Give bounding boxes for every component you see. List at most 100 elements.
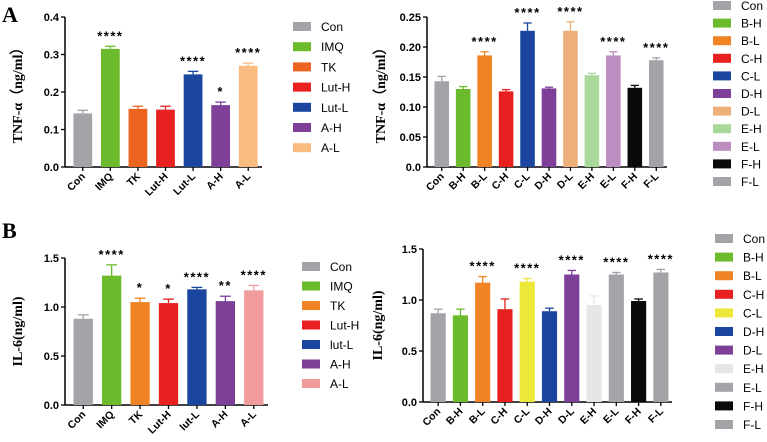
- bar-lut-h: [158, 303, 179, 405]
- x-tick-label: B-H: [447, 171, 469, 193]
- x-tick-label: B-L: [467, 405, 488, 426]
- x-tick-label: F-H: [623, 406, 644, 427]
- legend-swatch: [713, 36, 731, 46]
- legend-label: Lut-L: [321, 101, 349, 115]
- y-tick-label: 1.5: [402, 244, 417, 256]
- y-tick-label: 0.5: [402, 346, 417, 358]
- legend-swatch: [713, 177, 731, 186]
- significance-marker: ****: [514, 5, 540, 20]
- legend-swatch: [293, 123, 311, 132]
- legend-label: B-L: [741, 34, 760, 48]
- bar-c-h: [498, 91, 514, 167]
- legend-swatch: [293, 42, 311, 52]
- legend-swatch: [715, 252, 733, 262]
- bar-b-l: [475, 282, 491, 402]
- bar-f-h: [631, 301, 647, 402]
- x-tick-label: A-L: [232, 170, 253, 191]
- y-tick-label: 0.15: [400, 72, 421, 84]
- bar-con: [73, 113, 93, 167]
- bar-con: [430, 313, 446, 402]
- x-tick-label: D-H: [533, 406, 555, 428]
- x-tick-label: A-H: [204, 171, 226, 193]
- legend-swatch: [713, 53, 731, 63]
- x-tick-label: IMQ: [93, 171, 116, 194]
- bar-lut-l: [187, 289, 207, 405]
- x-tick-label: IMQ: [94, 409, 117, 432]
- y-tick-label: 0.3: [44, 50, 59, 62]
- significance-marker: ****: [184, 269, 210, 284]
- x-tick-label: C-L: [511, 405, 532, 426]
- legend-label: E-L: [743, 381, 762, 395]
- x-tick-label: D-H: [532, 171, 554, 193]
- legend-label: B-L: [743, 269, 762, 283]
- x-tick-label: E-H: [576, 171, 597, 192]
- bar-tk: [130, 302, 150, 405]
- legend-swatch: [715, 271, 733, 281]
- significance-marker: ****: [603, 254, 629, 269]
- y-tick-label: 0.0: [44, 400, 59, 412]
- significance-marker: **: [219, 278, 232, 293]
- legend-swatch: [302, 301, 320, 310]
- bar-f-l: [653, 272, 669, 402]
- legend-label: C-L: [743, 306, 763, 320]
- bar-e-h: [586, 305, 602, 402]
- legend-swatch: [713, 159, 731, 169]
- y-axis-label: IL-6(ng/ml): [11, 296, 26, 366]
- significance-marker: *: [137, 280, 144, 295]
- legend-swatch: [302, 379, 320, 388]
- legend-swatch: [715, 420, 733, 429]
- bar-d-h: [541, 311, 558, 402]
- legend-swatch: [715, 401, 733, 411]
- bar-a-h: [215, 301, 236, 405]
- legend-label: B-H: [743, 251, 764, 265]
- y-tick-label: 1.0: [402, 295, 417, 307]
- significance-marker: ****: [600, 34, 626, 49]
- bar-imq: [101, 275, 122, 405]
- x-tick-label: D-L: [556, 405, 577, 426]
- significance-marker: ****: [470, 259, 496, 274]
- y-tick-label: 0.10: [400, 102, 421, 114]
- legend-label: D-L: [743, 344, 763, 358]
- x-tick-label: F-L: [646, 405, 666, 425]
- y-tick-label: 0.20: [400, 42, 421, 54]
- legend-label: Lut-H: [330, 319, 359, 333]
- x-tick-label: Lut-L: [171, 170, 198, 197]
- legend-swatch: [715, 234, 733, 243]
- x-tick-label: Lut-H: [146, 409, 174, 437]
- significance-marker: ****: [180, 53, 206, 68]
- legend-label: Con: [741, 0, 763, 13]
- legend-label: TK: [330, 299, 345, 313]
- x-tick-label: C-H: [488, 406, 510, 428]
- legend-swatch: [715, 327, 733, 336]
- legend-label: C-H: [743, 288, 764, 302]
- y-axis-label: TNF-α（ng/ml）: [373, 41, 389, 144]
- panel-label-b: B: [2, 218, 17, 243]
- bar-con: [434, 81, 450, 167]
- x-tick-label: Lut-H: [143, 171, 171, 199]
- x-tick-label: E-L: [598, 170, 619, 191]
- significance-marker: ****: [643, 40, 669, 55]
- bar-a-h: [211, 105, 231, 167]
- x-tick-label: C-L: [512, 170, 533, 191]
- bar-lut-h: [156, 109, 175, 167]
- x-tick-label: E-H: [578, 406, 599, 427]
- legend-label: C-L: [741, 69, 761, 83]
- legend-swatch: [293, 62, 311, 72]
- bar-d-l: [563, 30, 578, 167]
- legend-label: Lut-H: [321, 81, 350, 95]
- y-tick-label: 1.0: [44, 302, 59, 314]
- legend-swatch: [302, 281, 320, 291]
- legend-swatch: [302, 262, 320, 271]
- legend-swatch: [713, 106, 731, 116]
- x-tick-label: TK: [127, 408, 146, 427]
- bar-imq: [100, 48, 120, 167]
- y-tick-label: 0.5: [44, 351, 59, 363]
- bar-a-l: [238, 65, 258, 167]
- bar-d-h: [541, 88, 557, 167]
- bar-e-l: [608, 274, 624, 402]
- y-axis-label: TNF-α（ng/ml）: [10, 41, 26, 144]
- x-tick-label: E-L: [601, 405, 622, 426]
